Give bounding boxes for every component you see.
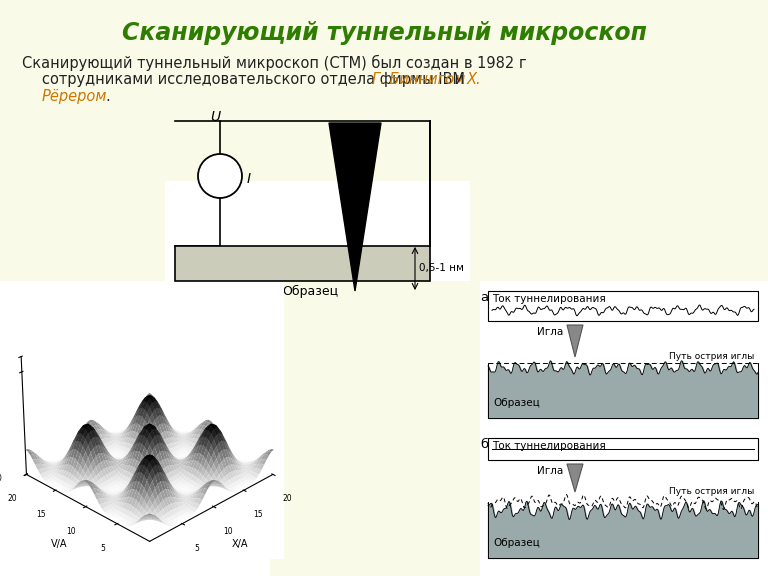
Text: Образец: Образец: [282, 285, 338, 298]
Polygon shape: [329, 123, 381, 291]
FancyBboxPatch shape: [488, 291, 758, 321]
Text: сотрудниками исследовательского отдела фирмы IBM: сотрудниками исследовательского отдела ф…: [42, 72, 469, 87]
Text: Ток туннелирования: Ток туннелирования: [492, 294, 606, 304]
Polygon shape: [567, 464, 583, 492]
Text: Сканирующий туннельный микроскоп: Сканирующий туннельный микроскоп: [121, 21, 647, 45]
Text: Ток туннелирования: Ток туннелирования: [492, 441, 606, 451]
FancyBboxPatch shape: [0, 0, 480, 286]
Text: Сканирующий туннельный микроскоп (СТМ) был создан в 1982 г: Сканирующий туннельный микроскоп (СТМ) б…: [22, 55, 527, 71]
FancyBboxPatch shape: [175, 246, 430, 281]
Polygon shape: [567, 325, 583, 357]
FancyBboxPatch shape: [488, 438, 758, 460]
Text: V = - 0,1 В: V = - 0,1 В: [18, 298, 82, 311]
Text: б: б: [480, 438, 488, 451]
Text: а: а: [480, 291, 488, 304]
Text: I: I: [247, 172, 251, 186]
Circle shape: [198, 154, 242, 198]
Text: Г. Биннигом: Г. Биннигом: [372, 72, 465, 87]
Text: Игла: Игла: [537, 466, 563, 476]
Text: Образец: Образец: [493, 538, 540, 548]
Text: Рёрером: Рёрером: [42, 89, 108, 104]
FancyBboxPatch shape: [270, 281, 480, 576]
Text: Путь острия иглы: Путь острия иглы: [669, 487, 754, 496]
FancyBboxPatch shape: [480, 281, 768, 576]
Text: Игла: Игла: [537, 327, 563, 337]
Text: и: и: [450, 72, 469, 87]
FancyBboxPatch shape: [165, 181, 470, 381]
Text: Путь острия иглы: Путь острия иглы: [669, 352, 754, 361]
Text: U: U: [210, 110, 220, 124]
FancyBboxPatch shape: [0, 281, 270, 576]
Y-axis label: V/A: V/A: [51, 539, 68, 549]
Text: 0,5-1 нм: 0,5-1 нм: [419, 263, 464, 274]
Text: Образец: Образец: [493, 398, 540, 408]
X-axis label: X/A: X/A: [232, 539, 248, 549]
FancyBboxPatch shape: [480, 0, 768, 286]
Text: .: .: [105, 89, 110, 104]
Text: Х.: Х.: [467, 72, 482, 87]
